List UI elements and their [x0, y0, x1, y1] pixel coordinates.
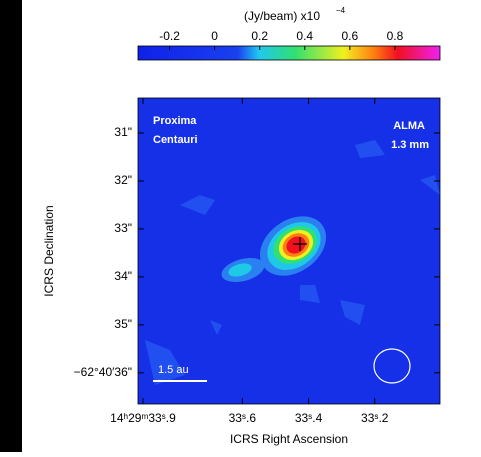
scalebar-label: 1.5 au	[158, 364, 189, 376]
black-strip	[0, 0, 22, 452]
x-tick-label: 33ˢ.6	[229, 411, 257, 425]
y-tick-label: 34"	[114, 269, 132, 283]
x-axis-label: ICRS Right Ascension	[230, 432, 348, 446]
page: (Jy/beam) x10 −4 Proxima Centauri ALMA 1…	[0, 0, 481, 452]
colorbar-tick-label: 0	[211, 29, 218, 43]
target-name: Proxima	[153, 115, 197, 127]
y-axis-label: ICRS Declination	[42, 205, 56, 296]
x-tick-label: 33ˢ.4	[295, 411, 323, 425]
x-tick-label: 33ˢ.2	[361, 411, 389, 425]
colorbar-label: (Jy/beam) x10	[244, 9, 320, 23]
y-tick-label: 33"	[114, 221, 132, 235]
y-tick-label: −62°40′36"	[74, 365, 132, 379]
colorbar-exponent: −4	[336, 6, 346, 15]
y-tick-label: 31"	[114, 125, 132, 139]
wavelength: 1.3 mm	[391, 139, 429, 151]
colorbar-tick-label: -0.2	[159, 29, 180, 43]
y-tick-label: 32"	[114, 173, 132, 187]
colorbar-tick-label: 0.2	[251, 29, 268, 43]
colorbar-tick-label: 0.8	[387, 29, 404, 43]
colorbar-tick-label: 0.6	[342, 29, 359, 43]
x-tick-label: 14ʰ29ᵐ33ˢ.9	[110, 411, 176, 425]
figure: (Jy/beam) x10 −4 Proxima Centauri ALMA 1…	[0, 0, 481, 452]
target-name: Centauri	[153, 134, 198, 146]
colorbar-tick-label: 0.4	[296, 29, 313, 43]
y-tick-label: 35"	[114, 317, 132, 331]
instrument: ALMA	[393, 120, 425, 132]
